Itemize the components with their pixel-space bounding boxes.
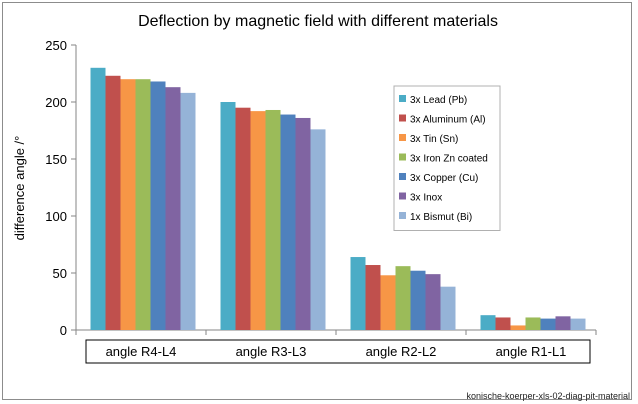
x-tick-label: angle R1-L1 [496, 344, 567, 359]
legend-label: 1x Bismut (Bi) [410, 212, 472, 223]
bar [411, 271, 426, 330]
bar [251, 111, 266, 330]
bar [396, 266, 411, 330]
bar [426, 274, 441, 330]
legend-swatch [399, 134, 406, 141]
legend-swatch [399, 154, 406, 161]
legend-label: 3x Copper (Cu) [410, 173, 478, 184]
y-tick-label: 150 [45, 152, 67, 167]
bar [136, 79, 151, 330]
bar [91, 68, 106, 330]
chart: Deflection by magnetic field with differ… [0, 0, 638, 404]
legend-swatch [399, 193, 406, 200]
y-tick-label: 250 [45, 38, 67, 53]
x-tick-label: angle R2-L2 [366, 344, 437, 359]
bar [541, 319, 556, 330]
bar [281, 115, 296, 330]
bar [441, 287, 456, 330]
legend-label: 3x Aluminum (Al) [410, 115, 486, 126]
bar [381, 275, 396, 330]
x-tick-label: angle R3-L3 [236, 344, 307, 359]
bar [481, 315, 496, 330]
legend-swatch [399, 173, 406, 180]
bar [511, 325, 526, 330]
x-tick-label: angle R4-L4 [106, 344, 177, 359]
legend-swatch [399, 212, 406, 219]
bar [221, 102, 236, 330]
bar [266, 110, 281, 330]
y-tick-label: 50 [53, 266, 67, 281]
bar [526, 317, 541, 330]
legend-label: 3x Iron Zn coated [410, 154, 488, 165]
x-axis-labels: angle R4-L4 angle R3-L3 angle R2-L2 angle R… [86, 340, 590, 363]
bar [181, 93, 196, 330]
caption: konische-koerper-xls-02-diag-pit-materia… [466, 391, 630, 401]
bar [121, 79, 136, 330]
bar [311, 129, 326, 330]
bar [296, 118, 311, 330]
bar [151, 81, 166, 330]
bar [496, 317, 511, 330]
bar [166, 87, 181, 330]
legend-label: 3x Lead (Pb) [410, 95, 467, 106]
legend: 3x Lead (Pb) 3x Aluminum (Al) 3x Tin (Sn) 3… [394, 86, 500, 231]
bar [236, 108, 251, 330]
y-tick-label: 100 [45, 209, 67, 224]
legend-swatch [399, 115, 406, 122]
bar [556, 316, 571, 330]
legend-swatch [399, 95, 406, 102]
legend-label: 3x Inox [410, 193, 442, 204]
bar [106, 76, 121, 330]
bar [571, 319, 586, 330]
bar [351, 257, 366, 330]
legend-label: 3x Tin (Sn) [410, 134, 458, 145]
y-tick-label: 200 [45, 95, 67, 110]
bars [91, 68, 586, 330]
y-tick-label: 0 [60, 323, 67, 338]
chart-title: Deflection by magnetic field with differ… [138, 13, 498, 30]
y-axis-label: difference angle /° [12, 136, 27, 241]
bar [366, 265, 381, 330]
